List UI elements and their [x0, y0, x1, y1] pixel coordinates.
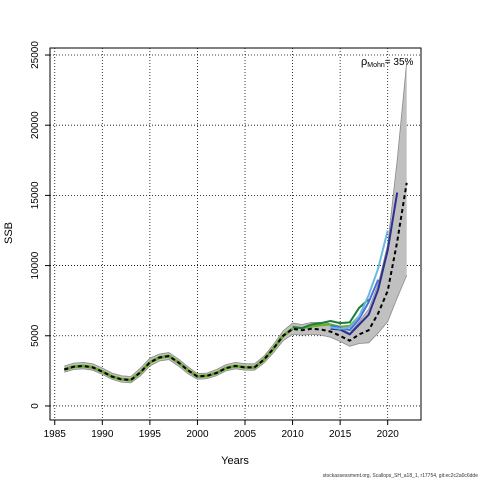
x-tick-label-1: 1990	[91, 429, 114, 440]
x-tick-label-5: 2010	[281, 429, 304, 440]
y-tick-label-3: 15000	[30, 181, 41, 209]
y-axis: 0 5000 10000 15000 20000 25000	[30, 41, 50, 409]
retro-series-line-1	[330, 192, 399, 336]
mohn-rho-symbol: ρ	[361, 56, 367, 68]
confidence-band	[64, 61, 408, 384]
base-series-line	[64, 182, 408, 381]
grid-lines	[50, 48, 421, 420]
y-axis-title: SSB	[3, 222, 15, 244]
y-tick-label-2: 10000	[30, 251, 41, 279]
retro-series-line-3	[292, 298, 370, 330]
base-series	[63, 182, 408, 382]
x-tick-label-3: 2000	[186, 429, 209, 440]
x-axis-title: Years	[221, 455, 249, 467]
x-tick-label-0: 1985	[44, 429, 67, 440]
mohn-rho-annotation: ρMohn= 35%	[361, 56, 414, 69]
retro-series	[292, 192, 399, 336]
x-axis: 1985 1990 1995 2000 2005 2010 2015 2020	[44, 420, 400, 440]
y-tick-label-0: 0	[30, 403, 41, 409]
y-tick-label-4: 20000	[30, 111, 41, 139]
plot-frame	[49, 47, 422, 421]
x-tick-label-7: 2020	[377, 429, 400, 440]
y-tick-label-1: 5000	[30, 324, 41, 347]
confidence-band-area	[64, 62, 407, 383]
confidence-band-lower	[64, 275, 408, 384]
footnote: stockassessment.org, Scallops_SH_a18_1, …	[323, 473, 479, 479]
x-tick-label-2: 1995	[139, 429, 162, 440]
x-tick-label-6: 2015	[329, 429, 352, 440]
x-tick-label-4: 2005	[234, 429, 257, 440]
mohn-rho-value: = 35%	[385, 57, 414, 68]
y-tick-label-5: 25000	[30, 41, 41, 69]
retro-series-line-2	[330, 279, 380, 332]
mohn-rho-subscript: Mohn	[367, 62, 385, 69]
retro-series-line-0	[330, 230, 389, 330]
